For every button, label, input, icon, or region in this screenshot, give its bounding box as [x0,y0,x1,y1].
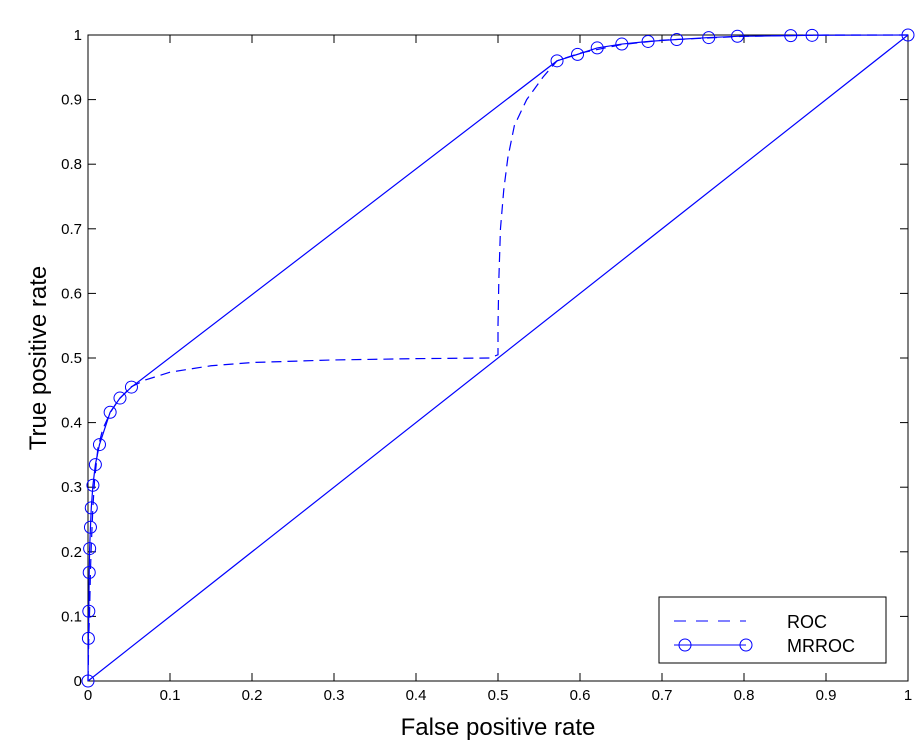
diagonal-reference-line [87,34,909,682]
y-axis-ticks: 0 0.1 0.2 0.3 0.4 0.5 0.6 0.7 0.8 0.9 1 [61,27,908,690]
y-tick-label: 0 [74,673,82,690]
x-tick-label: 0 [84,687,92,704]
mrroc-point-marker [88,458,102,472]
mrroc-point-marker [86,478,100,492]
y-tick-label: 0.1 [61,608,82,625]
x-tick-label: 0.8 [734,687,755,704]
y-tick-label: 0.7 [61,221,82,238]
mrroc-point-marker [805,28,819,42]
mrroc-point-marker [670,33,684,47]
series-layer [81,28,915,688]
legend: ROC MRROC [658,596,887,664]
mrroc-point-marker [84,501,98,515]
x-tick-label: 0.9 [816,687,837,704]
y-axis-label: True positive rate [25,266,52,451]
mrroc-point-marker [113,391,127,405]
mrroc-point-marker [702,31,716,45]
y-tick-label: 0.6 [61,285,82,302]
mrroc-point-marker [571,47,585,61]
x-tick-label: 0.2 [242,687,263,704]
x-tick-label: 0.6 [570,687,591,704]
y-tick-label: 0.5 [61,350,82,367]
mrroc-point-marker [81,631,95,645]
x-axis-ticks: 0 0.1 0.2 0.3 0.4 0.5 0.6 0.7 0.8 0.9 1 [84,35,912,704]
legend-mrroc-label: MRROC [787,636,855,656]
mrroc-point-marker [83,520,97,534]
x-tick-label: 0.1 [160,687,181,704]
mrroc-point-marker [550,54,564,68]
y-tick-label: 1 [74,27,82,44]
mrroc-point-marker [81,674,95,688]
series-roc-line [87,34,908,682]
x-axis-label: False positive rate [401,714,596,741]
legend-mrroc-marker-right [739,638,753,652]
x-tick-label: 0.7 [652,687,673,704]
mrroc-point-marker [82,604,96,618]
legend-roc-label: ROC [787,612,827,632]
mrroc-point-marker [82,565,96,579]
mrroc-point-marker [590,41,604,55]
mrroc-point-marker [92,438,106,452]
mrroc-point-marker [103,405,117,419]
series-mrroc-line [87,34,909,682]
x-tick-label: 0.3 [324,687,345,704]
y-tick-label: 0.3 [61,479,82,496]
y-tick-label: 0.9 [61,92,82,109]
mrroc-point-marker [641,34,655,48]
x-tick-label: 0.4 [406,687,427,704]
y-tick-label: 0.2 [61,544,82,561]
legend-mrroc-marker-left [678,638,692,652]
mrroc-point-marker [730,29,744,43]
mrroc-point-marker [615,37,629,51]
mrroc-point-marker [784,29,798,43]
mrroc-point-marker [124,380,138,394]
mrroc-point-marker [83,542,97,556]
mrroc-point-marker [901,28,915,42]
legend-box [658,596,887,664]
y-tick-label: 0.4 [61,415,82,432]
x-tick-label: 0.5 [488,687,509,704]
y-tick-label: 0.8 [61,156,82,173]
x-tick-label: 1 [904,687,912,704]
